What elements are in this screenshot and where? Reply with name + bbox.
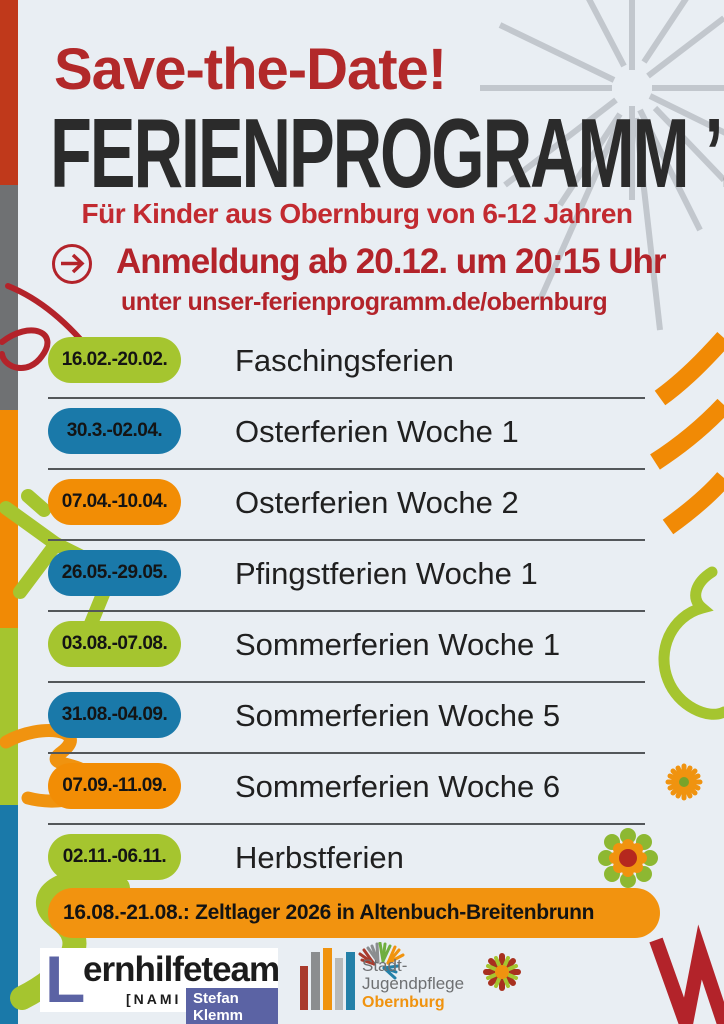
event-label: Sommerferien Woche 6 [235, 769, 561, 804]
event-row: 30.3.-02.04. Osterferien Woche 1 [48, 408, 676, 458]
row-divider [48, 752, 645, 754]
sjp-line1: Stadt- [362, 956, 408, 975]
event-label: Faschingsferien [235, 343, 454, 378]
event-row: 07.04.-10.04. Osterferien Woche 2 [48, 479, 676, 529]
save-the-date-heading: Save-the-Date! [54, 37, 447, 102]
row-divider [48, 610, 645, 612]
lernhilfeteam-nami: [NAMI [126, 991, 182, 1007]
row-divider [48, 823, 645, 825]
event-date-badge: 16.02.-20.02. [48, 337, 181, 383]
row-divider [48, 681, 645, 683]
arrow-right-icon [52, 244, 92, 284]
event-label: Pfingstferien Woche 1 [235, 556, 538, 591]
red-scribble-icon [649, 924, 724, 1024]
event-date-badge: 03.08.-07.08. [48, 621, 181, 667]
lernhilfeteam-name: ernhilfeteam [83, 950, 280, 989]
edge-bar-green [0, 628, 18, 805]
event-label: Osterferien Woche 2 [235, 485, 519, 520]
edge-bar-blue [0, 805, 18, 1024]
event-row: 31.08.-04.09. Sommerferien Woche 5 [48, 692, 676, 742]
event-row: 07.09.-11.09. Sommerferien Woche 6 [48, 763, 676, 813]
event-row: 26.05.-29.05. Pfingstferien Woche 1 [48, 550, 676, 600]
edge-bar-red [0, 0, 18, 185]
sjp-line2: Jugendpflege [362, 974, 465, 993]
event-label: Sommerferien Woche 1 [235, 627, 561, 662]
event-date-badge: 07.09.-11.09. [48, 763, 181, 809]
registration-url: unter unser-ferienprogramm.de/obernburg [121, 288, 608, 316]
event-label: Herbstferien [235, 840, 404, 875]
event-date-badge: 26.05.-29.05. [48, 550, 181, 596]
row-divider [48, 468, 645, 470]
event-label: Osterferien Woche 1 [235, 414, 519, 449]
event-label: Sommerferien Woche 5 [235, 698, 561, 733]
event-row: 02.11.-06.11. Herbstferien [48, 834, 676, 884]
row-divider [48, 397, 645, 399]
event-date-badge: 31.08.-04.09. [48, 692, 181, 738]
event-row: 03.08.-07.08. Sommerferien Woche 1 [48, 621, 676, 671]
row-divider [48, 539, 645, 541]
zeltlager-banner: 16.08.-21.08.: Zeltlager 2026 in Altenbu… [48, 888, 660, 938]
event-row: 16.02.-20.02. Faschingsferien [48, 337, 676, 387]
poster-title: FERIENPROGRAMM ’26 [50, 98, 724, 208]
registration-info: Anmeldung ab 20.12. um 20:15 Uhr [116, 242, 667, 281]
lernhilfeteam-logo: L ernhilfeteam [NAMI Stefan Klemm [40, 942, 280, 1024]
stadt-jugendpflege-logo: Stadt- Jugendpflege Obernburg [298, 942, 473, 1016]
red-flower-icon [483, 953, 521, 991]
edge-bar-orange [0, 410, 18, 628]
lernhilfeteam-big-l: L [45, 942, 86, 1016]
books-and-hands-icon [300, 942, 405, 1010]
lernhilfeteam-stefan-klemm-badge: Stefan Klemm [186, 988, 278, 1024]
sjp-line3: Obernburg [362, 994, 445, 1011]
event-date-badge: 30.3.-02.04. [48, 408, 181, 454]
poster-subtitle: Für Kinder aus Obernburg von 6-12 Jahren [81, 198, 633, 229]
event-date-badge: 07.04.-10.04. [48, 479, 181, 525]
event-date-badge: 02.11.-06.11. [48, 834, 181, 880]
